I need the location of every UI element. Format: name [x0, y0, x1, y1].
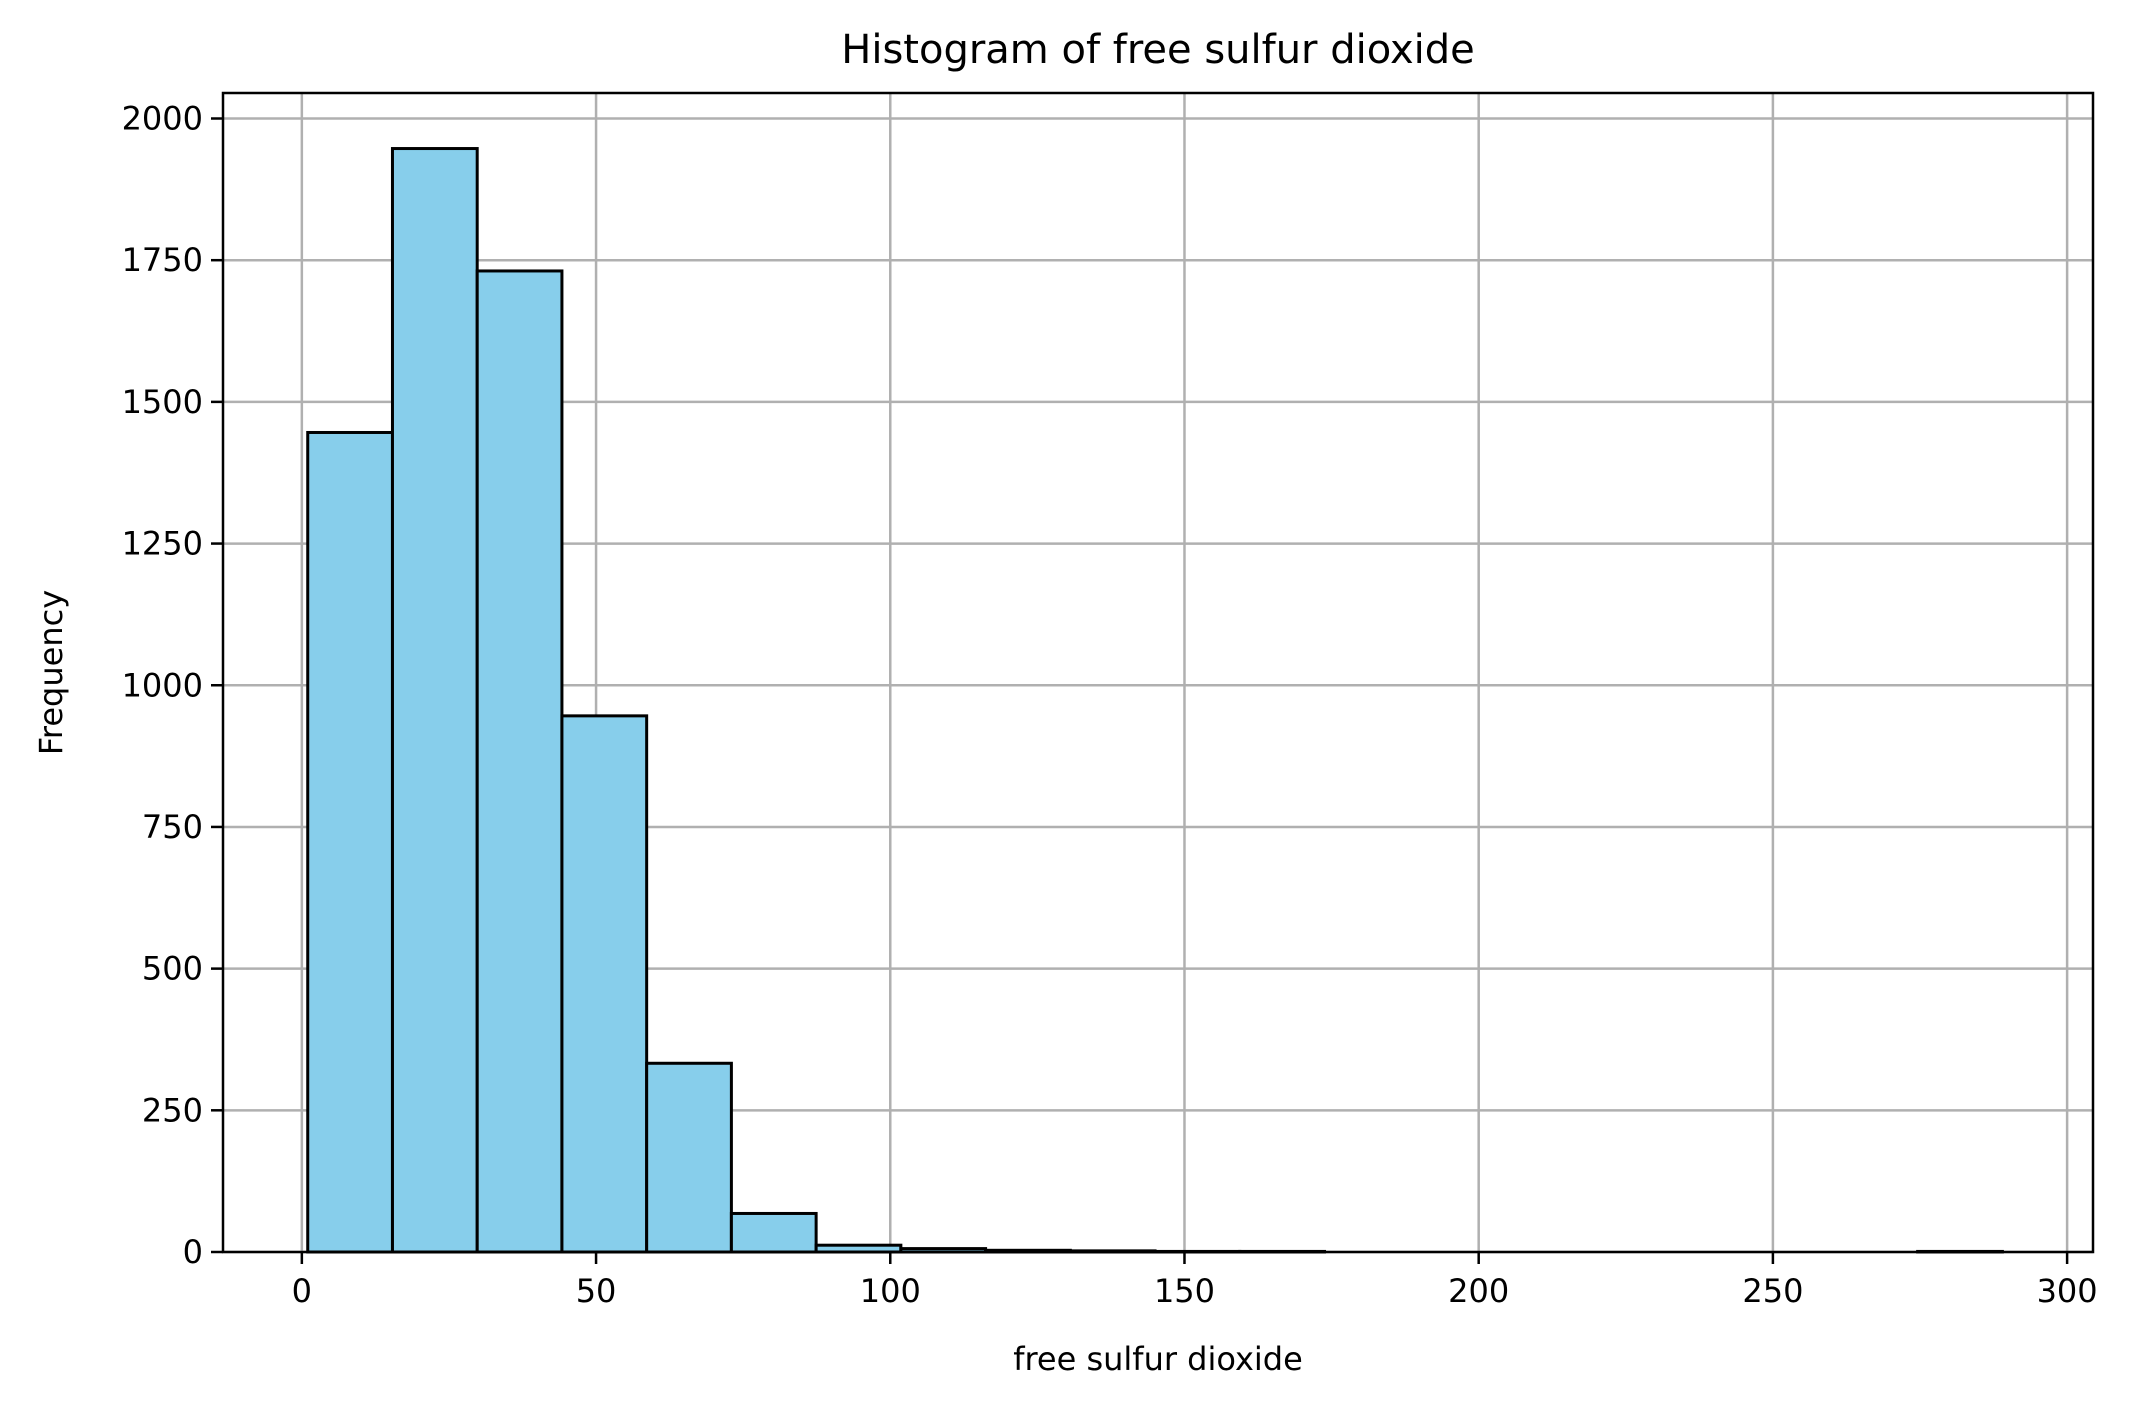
histogram-bar-5: [645, 1061, 733, 1254]
y-tick-label: 500: [142, 950, 203, 988]
chart-title: Histogram of free sulfur dioxide: [841, 27, 1475, 73]
plot-frame: [221, 91, 2095, 1254]
y-tick-label: 2000: [122, 100, 203, 138]
y-tick-label: 1000: [122, 666, 203, 704]
y-tick-label: 750: [142, 808, 203, 846]
y-tick-label: 0: [183, 1233, 203, 1271]
histogram-bar-6: [729, 1211, 818, 1254]
histogram-bar-2: [390, 147, 479, 1254]
histogram-bar-4: [560, 714, 649, 1254]
x-tick-label: 300: [2037, 1272, 2098, 1310]
x-tick-label: 200: [1448, 1272, 1509, 1310]
y-tick-label: 1500: [122, 383, 203, 421]
axis-ticks: 0 50 100 150 200 250 300 0 250 500 750 1000 1250 1500…: [122, 100, 2098, 1310]
y-tick-label: 1250: [122, 525, 203, 563]
x-axis-title: free sulfur dioxide: [1013, 1340, 1303, 1378]
histogram-bar-3: [475, 269, 564, 1254]
histogram-bars: [306, 147, 2004, 1254]
x-tick-label: 250: [1742, 1272, 1803, 1310]
histogram-bar-1: [306, 430, 394, 1254]
y-tick-label: 250: [142, 1091, 203, 1129]
x-tick-label: 150: [1154, 1272, 1215, 1310]
x-tick-label: 50: [576, 1272, 617, 1310]
x-tick-label: 100: [860, 1272, 921, 1310]
x-tick-label: 0: [292, 1272, 312, 1310]
y-tick-label: 1750: [122, 241, 203, 279]
y-axis-title: Frequency: [32, 590, 70, 755]
